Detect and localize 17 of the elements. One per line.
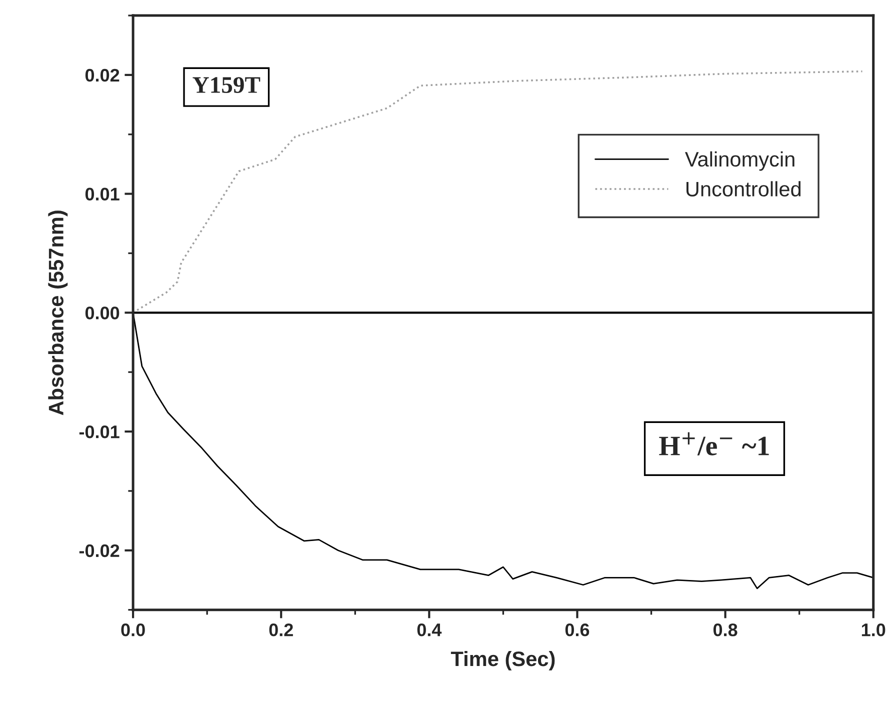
y-tick-label: 0.01 [85,188,120,201]
y-axis-title: Absorbance (557nm) [48,210,68,416]
x-tick-label: 0.4 [417,623,442,636]
annotation: H$^{+}$/e$^{−}$ ~1 [659,432,769,456]
y-tick-label: -0.02 [79,544,120,558]
x-tick-label: 0.6 [565,623,590,636]
x-axis-title: Time (Sec) [450,650,555,670]
y-tick-label: -0.01 [79,425,120,438]
legend-label: Valinomycin [684,151,794,171]
x-tick-label: 0.8 [713,623,738,636]
y-tick-label: 0.02 [85,68,120,82]
annotation: Y159T [192,77,260,94]
x-tick-label: 0.2 [269,623,293,636]
x-tick-label: 1.0 [862,623,886,636]
y-tick-label: 0.00 [85,306,120,320]
x-tick-label: 0.0 [121,623,145,636]
legend-label: Uncontrolled [686,181,801,196]
